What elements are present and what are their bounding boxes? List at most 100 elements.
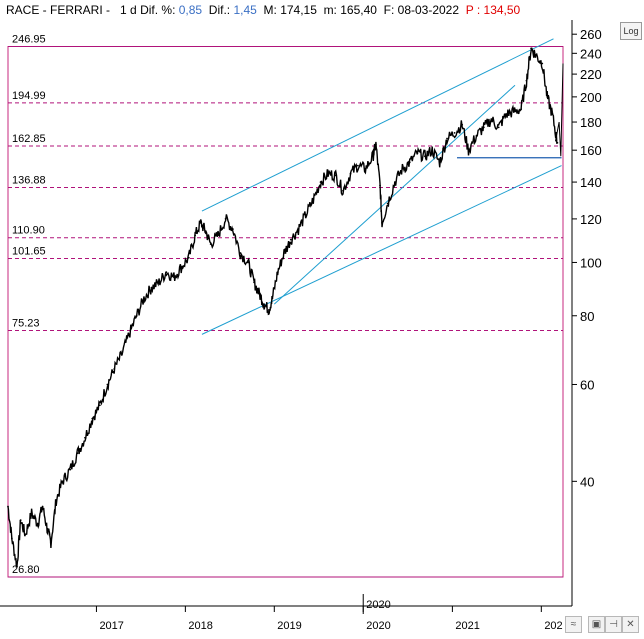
price-point (416, 152, 419, 155)
price-point (36, 522, 39, 525)
price-point (512, 110, 515, 113)
dif-pct-label: Dif. %: (140, 3, 176, 17)
price-point (438, 161, 441, 164)
price-point (113, 368, 116, 370)
price-point (199, 222, 202, 224)
y-tick-label: 240 (580, 46, 602, 61)
x-tick-label: 2017 (99, 620, 123, 632)
price-point (490, 118, 493, 121)
y-tick-label: 120 (580, 212, 602, 227)
price-point (69, 468, 72, 471)
price-point (165, 271, 168, 274)
plot-frame (7, 46, 564, 578)
price-point (334, 174, 337, 177)
price-point (46, 530, 49, 532)
price-point (327, 172, 330, 175)
dif-label: Dif.: (208, 3, 231, 17)
price-point (268, 308, 270, 311)
date-label: F: (383, 3, 395, 17)
price-point (408, 161, 411, 164)
date-value: 08-03-2022 (397, 3, 460, 17)
projection-path (554, 63, 564, 157)
price-point (386, 202, 389, 205)
price-point (446, 137, 448, 140)
price-point (289, 238, 292, 241)
price-point (180, 266, 183, 269)
level-label: 246.95 (12, 34, 46, 46)
price-point (283, 252, 285, 254)
price-label: P : (465, 3, 481, 17)
price-point (30, 512, 33, 515)
level-label: 101.65 (12, 246, 46, 258)
price-point (297, 228, 300, 230)
price-point (475, 134, 478, 137)
price-point (217, 234, 219, 237)
zoom-icon[interactable]: ≈ (565, 616, 582, 633)
price-point (535, 54, 537, 57)
level-label: 136.88 (12, 174, 46, 186)
price-point (187, 256, 190, 259)
price-point (84, 436, 86, 439)
price-point (349, 172, 352, 175)
price-point (342, 189, 344, 192)
price-point (173, 276, 175, 279)
price-point (98, 404, 101, 407)
price-point (401, 167, 404, 170)
x-tick-label: 2020 (366, 620, 390, 632)
price-point (91, 417, 94, 420)
price-point (271, 297, 274, 300)
dif-value: 1,45 (233, 3, 257, 17)
price-point (231, 228, 234, 230)
price-point (76, 452, 79, 455)
save-icon[interactable]: ▣ (588, 616, 605, 633)
price-point (461, 123, 464, 126)
y-tick-label: 80 (580, 309, 594, 324)
price-point (239, 252, 242, 254)
y-tick-label: 140 (580, 175, 602, 190)
price-point (19, 519, 22, 522)
price-point (135, 314, 138, 317)
price-point (453, 132, 456, 134)
price-point (374, 143, 377, 146)
price-point (194, 234, 197, 237)
price-point (253, 281, 255, 284)
price-point (520, 108, 522, 111)
channel-upper-line (201, 38, 554, 212)
dif-pct-value: 0,85 (178, 3, 203, 17)
price-point (10, 537, 13, 540)
y-tick-label: 60 (580, 377, 594, 392)
price-point (379, 184, 381, 187)
max-label: M: (263, 3, 277, 17)
price-point (530, 47, 532, 50)
price-point (541, 62, 544, 65)
price-point (497, 126, 500, 129)
price-point (556, 141, 559, 144)
y-tick-label: 200 (580, 90, 602, 105)
close-window-icon[interactable]: ✕ (622, 616, 639, 633)
price-point (393, 181, 396, 183)
y-tick-label: 40 (580, 474, 594, 489)
log-scale-button[interactable]: Log (620, 22, 642, 40)
price-value: 134,50 (483, 3, 521, 17)
y-tick-label: 160 (580, 143, 602, 158)
price-point (106, 383, 109, 386)
x-tick-label: 2019 (277, 620, 301, 632)
pin-icon[interactable]: ⊣ (605, 616, 622, 633)
price-point (372, 155, 374, 158)
price-point (381, 222, 383, 224)
price-point (16, 565, 18, 568)
price-point (49, 541, 52, 544)
price-point (150, 286, 153, 289)
min-value: 165,40 (340, 3, 377, 17)
price-point (551, 113, 554, 116)
price-point (304, 214, 307, 216)
price-point (128, 333, 130, 336)
price-point (312, 198, 315, 201)
y-tick-label: 180 (580, 115, 602, 130)
price-point (158, 281, 160, 284)
x-tick-label: 2018 (188, 620, 212, 632)
channel-mid-line (273, 84, 516, 305)
x-tick-label: 2021 (455, 620, 479, 632)
